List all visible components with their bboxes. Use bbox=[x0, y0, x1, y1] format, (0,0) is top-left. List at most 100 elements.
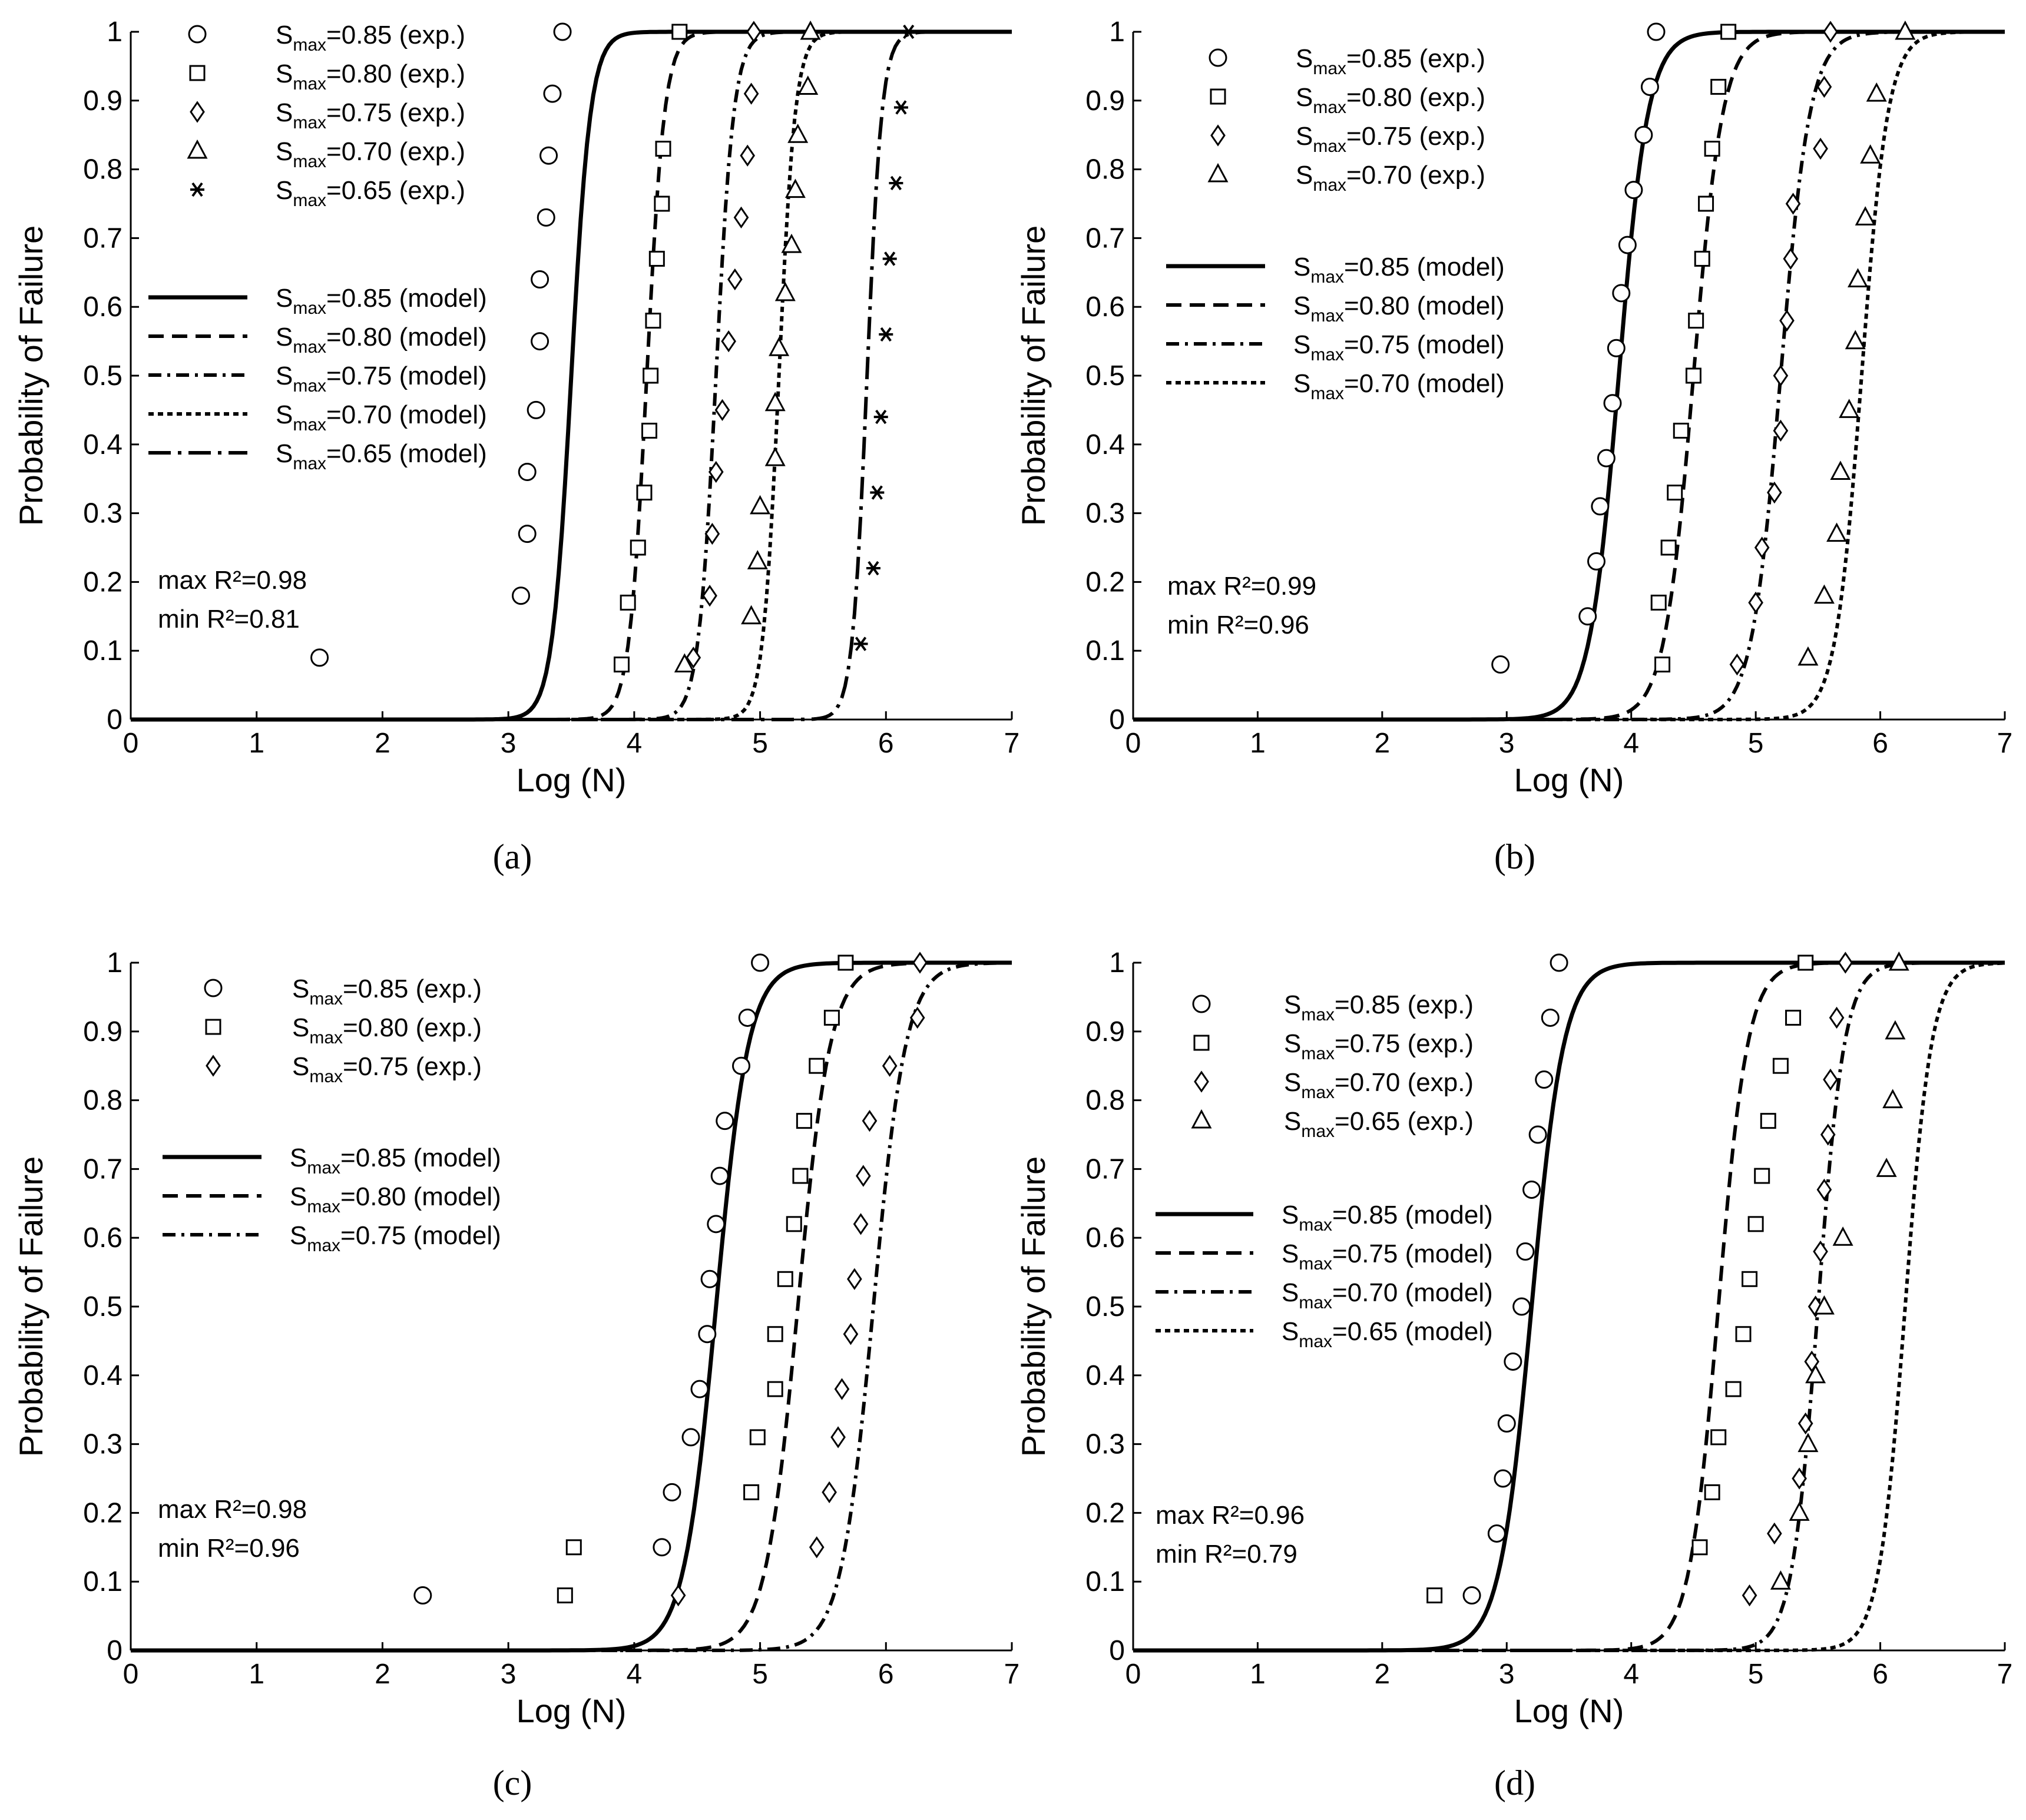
x-tick-label: 4 bbox=[1623, 728, 1639, 759]
data-point bbox=[1855, 206, 1876, 226]
data-point bbox=[1826, 522, 1848, 542]
y-tick-label: 0.1 bbox=[83, 635, 123, 667]
data-point bbox=[1634, 125, 1653, 144]
data-point bbox=[823, 1009, 840, 1026]
legend-label-model: Smax=0.70 (model) bbox=[276, 400, 487, 435]
legend-label-exp: Smax=0.80 (exp.) bbox=[276, 59, 465, 94]
data-point bbox=[1813, 137, 1828, 160]
data-point bbox=[882, 1055, 898, 1077]
y-tick-label: 0.8 bbox=[83, 154, 123, 185]
r-squared-text: min R²=0.79 bbox=[1156, 1540, 1297, 1569]
data-point bbox=[834, 1378, 850, 1400]
data-point bbox=[787, 124, 809, 143]
data-point bbox=[671, 24, 688, 40]
y-tick-label: 0.9 bbox=[83, 1016, 123, 1047]
y-tick-label: 0.8 bbox=[1085, 154, 1125, 185]
x-tick-label: 4 bbox=[1623, 1659, 1639, 1690]
data-point bbox=[1773, 419, 1789, 442]
legend-label-model: Smax=0.75 (model) bbox=[290, 1221, 501, 1255]
y-tick-label: 0.4 bbox=[83, 429, 123, 460]
legend-marker bbox=[1209, 48, 1227, 67]
data-point bbox=[847, 1268, 862, 1290]
x-axis-label: Log (N) bbox=[517, 1692, 627, 1729]
y-tick-label: 0.5 bbox=[83, 360, 123, 392]
y-tick-label: 0.4 bbox=[1085, 429, 1125, 460]
data-point bbox=[613, 657, 630, 673]
data-point bbox=[1885, 1020, 1906, 1040]
data-point bbox=[654, 195, 670, 212]
x-tick-label: 5 bbox=[1748, 728, 1764, 759]
data-point bbox=[822, 1481, 837, 1504]
data-point bbox=[1735, 1326, 1752, 1342]
data-point bbox=[1845, 330, 1866, 350]
y-tick-label: 0 bbox=[1109, 704, 1125, 735]
legend-label-exp: Smax=0.70 (exp.) bbox=[1296, 161, 1485, 195]
data-point bbox=[1694, 250, 1710, 267]
data-point bbox=[539, 146, 558, 165]
data-point bbox=[781, 233, 802, 253]
y-tick-label: 0.3 bbox=[1085, 498, 1125, 529]
legend-marker bbox=[204, 979, 223, 997]
data-point bbox=[681, 1428, 700, 1447]
data-point bbox=[879, 327, 893, 342]
legend-label-exp: Smax=0.80 (exp.) bbox=[1296, 83, 1485, 117]
y-tick-label: 0.9 bbox=[1085, 85, 1125, 117]
x-tick-label: 3 bbox=[501, 728, 517, 759]
data-point bbox=[1691, 1539, 1708, 1556]
y-tick-label: 0.2 bbox=[83, 1497, 123, 1529]
data-point bbox=[809, 1057, 825, 1074]
data-point bbox=[873, 409, 888, 425]
data-point bbox=[721, 330, 736, 353]
data-point bbox=[1838, 952, 1853, 974]
data-point bbox=[531, 332, 549, 351]
data-point bbox=[1829, 1006, 1845, 1029]
x-tick-label: 3 bbox=[1499, 728, 1515, 759]
y-tick-label: 0.5 bbox=[83, 1291, 123, 1322]
legend-label-model: Smax=0.85 (model) bbox=[290, 1143, 501, 1178]
data-point bbox=[912, 952, 928, 974]
x-tick-label: 1 bbox=[249, 728, 264, 759]
data-point bbox=[1710, 78, 1727, 95]
x-tick-label: 7 bbox=[1004, 1659, 1020, 1690]
data-point bbox=[743, 82, 759, 105]
x-axis-label: Log (N) bbox=[1514, 1692, 1624, 1729]
data-point bbox=[809, 1536, 825, 1559]
legend-label-exp: Smax=0.70 (exp.) bbox=[1284, 1068, 1474, 1102]
data-point bbox=[630, 539, 646, 556]
data-point bbox=[733, 206, 749, 229]
y-tick-label: 1 bbox=[107, 947, 123, 979]
legend-label-exp: Smax=0.80 (exp.) bbox=[292, 1013, 482, 1047]
data-point bbox=[784, 178, 806, 198]
data-point bbox=[1504, 1352, 1522, 1371]
data-point bbox=[740, 144, 756, 167]
data-point bbox=[1647, 22, 1666, 41]
legend-label-exp: Smax=0.70 (exp.) bbox=[276, 137, 465, 171]
data-point bbox=[620, 594, 636, 611]
data-point bbox=[1785, 193, 1801, 215]
data-point bbox=[1640, 77, 1659, 96]
data-point bbox=[643, 367, 659, 384]
panel-caption: (c) bbox=[493, 1763, 532, 1802]
x-tick-label: 1 bbox=[1250, 1659, 1266, 1690]
legend-label-model: Smax=0.65 (model) bbox=[276, 439, 487, 473]
x-tick-label: 0 bbox=[123, 1659, 139, 1690]
data-point bbox=[1813, 1295, 1835, 1315]
data-point bbox=[830, 1426, 846, 1448]
legend-marker bbox=[190, 101, 205, 123]
data-point bbox=[786, 1216, 802, 1232]
legend-label-model: Smax=0.80 (model) bbox=[290, 1182, 501, 1216]
data-point bbox=[707, 1215, 726, 1234]
data-point bbox=[777, 1271, 793, 1287]
data-point bbox=[866, 561, 880, 576]
data-point bbox=[1792, 1467, 1807, 1490]
legend-label-model: Smax=0.70 (model) bbox=[1282, 1278, 1493, 1312]
x-tick-label: 3 bbox=[501, 1659, 517, 1690]
y-tick-label: 0.1 bbox=[1085, 635, 1125, 667]
legend-label-model: Smax=0.85 (model) bbox=[1282, 1201, 1493, 1235]
y-tick-label: 0.8 bbox=[1085, 1085, 1125, 1116]
r-squared-text: max R²=0.98 bbox=[158, 1495, 307, 1524]
x-tick-label: 2 bbox=[1375, 1659, 1391, 1690]
y-tick-label: 0.4 bbox=[1085, 1360, 1125, 1391]
panel-caption: (a) bbox=[493, 837, 532, 876]
x-tick-label: 0 bbox=[1125, 728, 1141, 759]
